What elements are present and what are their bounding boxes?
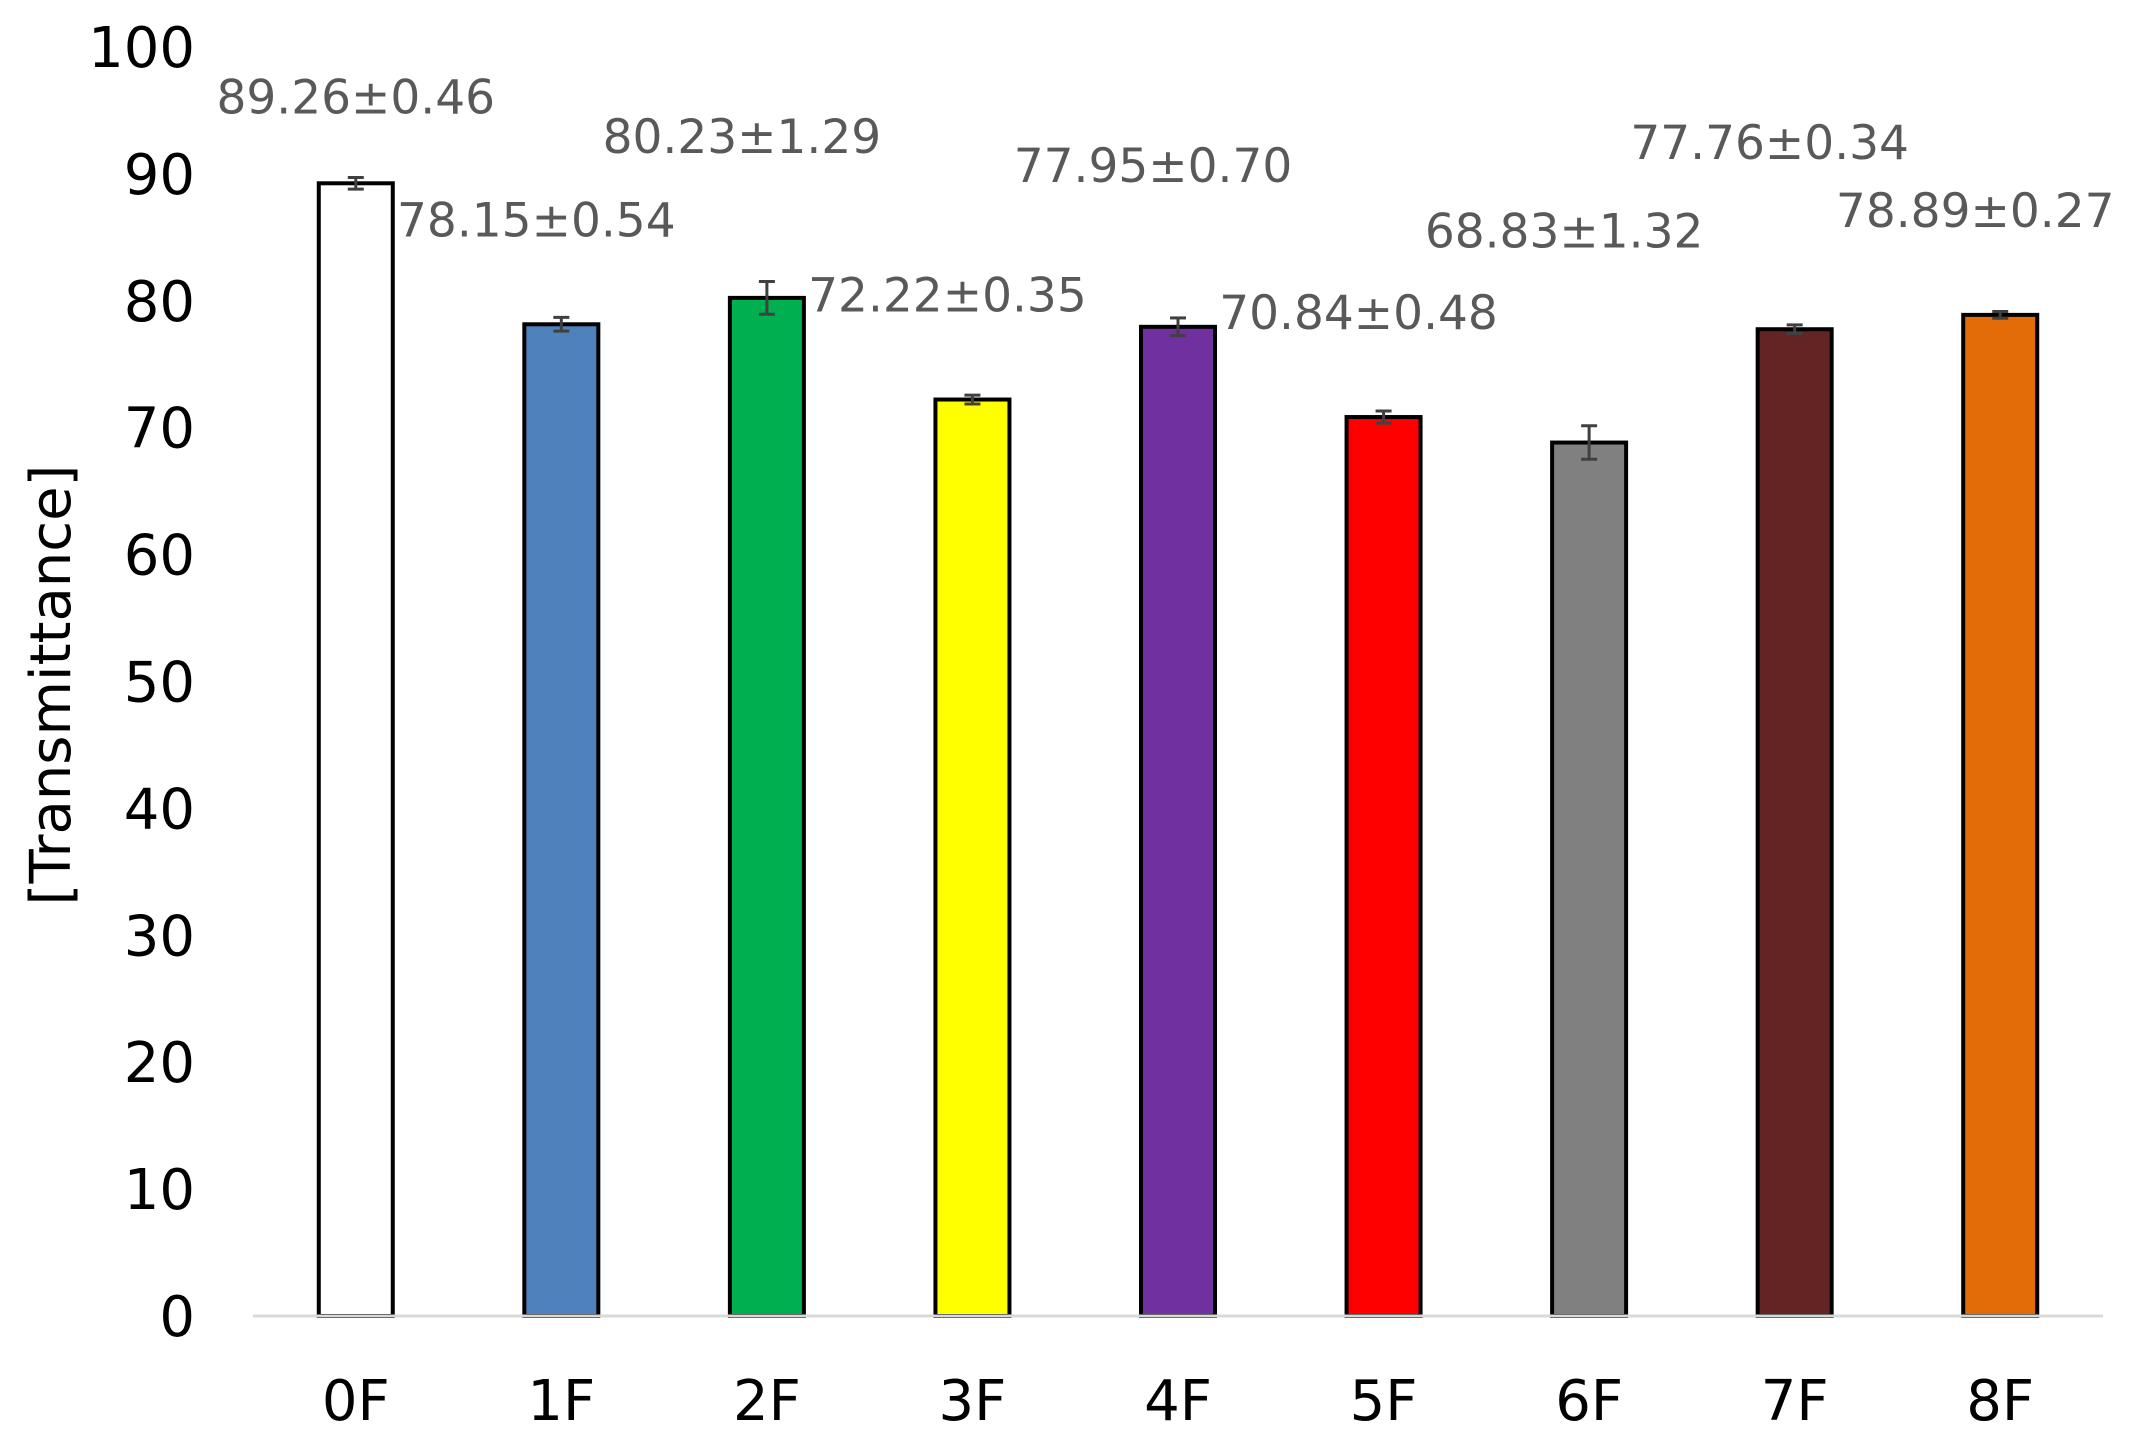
data-label-6F: 68.83±1.32 — [1425, 205, 1704, 260]
error-bar-8F — [1992, 309, 2009, 320]
x-tick-label: 5F — [1350, 1369, 1418, 1434]
bar-5F — [1344, 415, 1423, 1318]
error-bars — [347, 175, 2009, 461]
y-axis-title: [Transmittance] — [19, 465, 84, 906]
bar-3F — [933, 397, 1012, 1318]
y-tick-label: 90 — [124, 143, 195, 208]
y-axis-title-group: [Transmittance] — [19, 465, 84, 906]
error-bar-2F — [758, 280, 775, 316]
bars — [316, 181, 2040, 1318]
bar-7F — [1755, 327, 1834, 1318]
x-tick-label: 7F — [1761, 1369, 1829, 1434]
error-bar-0F — [347, 175, 364, 191]
data-label-4F: 77.95±0.70 — [1014, 139, 1293, 194]
error-bar-3F — [964, 393, 981, 406]
x-tick-label: 3F — [939, 1369, 1007, 1434]
bar-6F — [1550, 440, 1629, 1318]
x-tick-label: 6F — [1555, 1369, 1623, 1434]
data-label-1F: 78.15±0.54 — [397, 193, 676, 248]
bar-8F — [1961, 312, 2040, 1318]
error-bar-7F — [1786, 323, 1803, 336]
y-tick-label: 100 — [88, 16, 195, 81]
y-axis-ticks: 0 10 20 30 40 50 60 70 80 90 100 — [88, 16, 195, 1350]
x-tick-label: 0F — [322, 1369, 390, 1434]
y-tick-label: 50 — [124, 651, 195, 716]
x-tick-label: 2F — [733, 1369, 801, 1434]
x-axis-ticks: 0F 1F 2F 3F 4F 5F 6F 7F 8F — [322, 1369, 2034, 1434]
y-tick-label: 60 — [124, 524, 195, 589]
bar-2F — [727, 295, 806, 1318]
data-label-0F: 89.26±0.46 — [216, 70, 495, 125]
data-labels: 89.26±0.46 78.15±0.54 80.23±1.29 72.22±0.35… — [216, 70, 2114, 341]
x-tick-label: 4F — [1144, 1369, 1212, 1434]
y-tick-label: 10 — [124, 1158, 195, 1223]
data-label-5F: 70.84±0.48 — [1219, 286, 1498, 341]
y-tick-label: 40 — [124, 777, 195, 842]
error-bar-4F — [1170, 316, 1186, 338]
error-bar-1F — [553, 315, 570, 333]
bar-0F — [316, 181, 395, 1318]
data-label-2F: 80.23±1.29 — [603, 110, 882, 165]
y-tick-label: 20 — [124, 1031, 195, 1096]
bar-4F — [1139, 324, 1217, 1318]
data-label-7F: 77.76±0.34 — [1630, 116, 1909, 171]
error-bar-6F — [1581, 424, 1598, 461]
y-tick-label: 30 — [124, 904, 195, 969]
error-bar-5F — [1375, 409, 1392, 425]
x-tick-label: 8F — [1966, 1369, 2034, 1434]
y-tick-label: 70 — [124, 397, 195, 462]
y-tick-label: 80 — [124, 270, 195, 335]
x-tick-label: 1F — [527, 1369, 595, 1434]
bar-1F — [522, 322, 601, 1318]
data-label-8F: 78.89±0.27 — [1836, 184, 2115, 239]
y-tick-label: 0 — [159, 1285, 195, 1350]
data-label-3F: 72.22±0.35 — [808, 269, 1087, 324]
